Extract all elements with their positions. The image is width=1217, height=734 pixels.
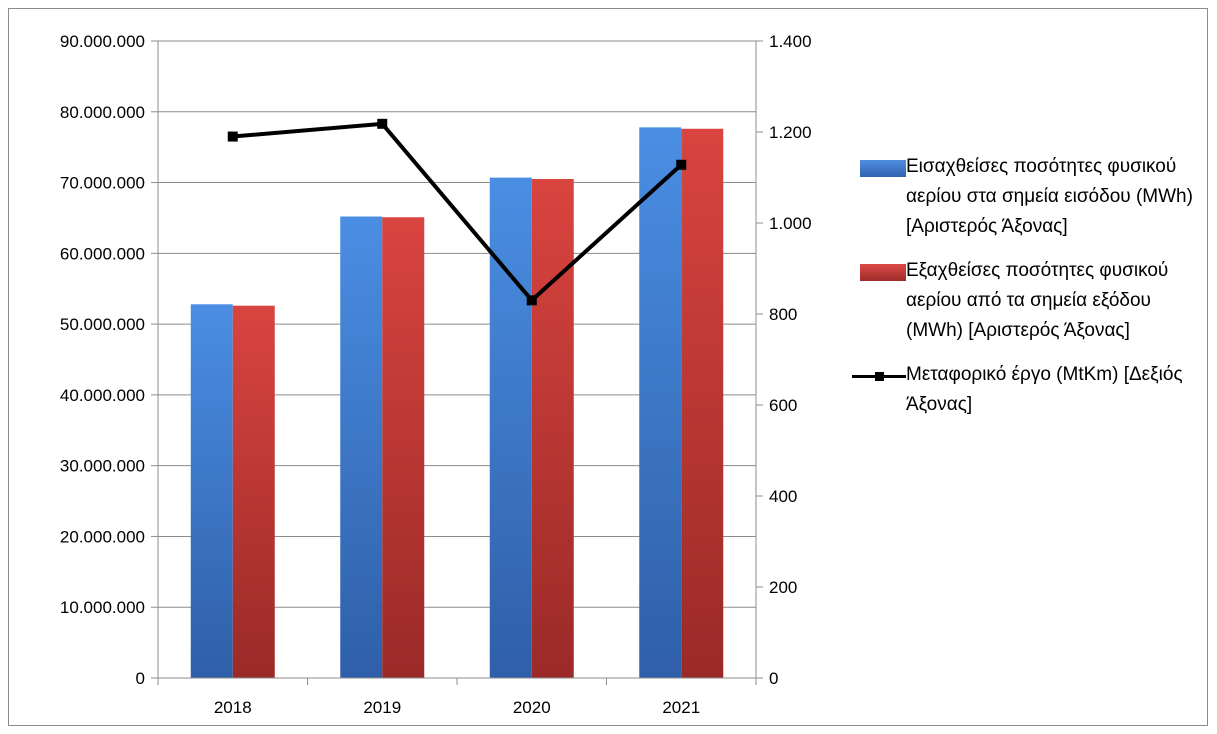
legend-label-transport: Μεταφορικό έργο (MtKm) [Δεξιός Άξονας]: [906, 364, 1183, 415]
transport-work-point: [676, 159, 687, 170]
left-axis-tick-label: 60.000.000: [60, 244, 145, 263]
bar-exported: [382, 217, 425, 678]
x-axis-tick-label: 2019: [363, 698, 401, 717]
x-axis-tick-label: 2020: [513, 698, 551, 717]
left-axis-tick-label: 0: [136, 669, 145, 688]
transport-work-point: [377, 118, 388, 129]
left-axis-tick-label: 30.000.000: [60, 457, 145, 476]
right-axis-tick-label: 1.400: [769, 32, 812, 51]
bar-imported: [190, 304, 233, 678]
legend-label-imported: Εισαχθείσες ποσότητες φυσικού αερίου στα…: [906, 156, 1193, 237]
left-axis-tick-label: 10.000.000: [60, 598, 145, 617]
bar-exported: [531, 179, 574, 678]
bar-imported: [340, 216, 383, 679]
left-axis-tick-label: 70.000.000: [60, 174, 145, 193]
right-axis-tick-label: 600: [769, 396, 797, 415]
right-axis-tick-label: 1.200: [769, 123, 812, 142]
right-axis-tick-label: 800: [769, 305, 797, 324]
left-axis-tick-label: 90.000.000: [60, 32, 145, 51]
x-axis-tick-label: 2018: [214, 698, 252, 717]
legend-swatch-imported: [860, 160, 906, 177]
transport-work-point: [227, 131, 238, 142]
left-axis-tick-label: 20.000.000: [60, 527, 145, 546]
legend-label-exported: Εξαχθείσες ποσότητες φυσικού αερίου από …: [906, 260, 1169, 341]
left-axis-tick-label: 80.000.000: [60, 103, 145, 122]
legend-item-exported: Εξαχθείσες ποσότητες φυσικού αερίου από …: [852, 256, 1202, 346]
legend-swatch-exported: [860, 264, 906, 281]
bar-exported: [232, 305, 275, 678]
transport-work-point: [526, 295, 537, 306]
legend-item-imported: Εισαχθείσες ποσότητες φυσικού αερίου στα…: [852, 152, 1202, 242]
legend-item-transport: Μεταφορικό έργο (MtKm) [Δεξιός Άξονας]: [852, 360, 1202, 420]
right-axis-tick-label: 400: [769, 487, 797, 506]
bar-exported: [681, 128, 724, 678]
right-axis-tick-label: 0: [769, 669, 778, 688]
transport-work-line: [232, 121, 683, 303]
legend-marker-transport: [875, 372, 884, 381]
bar-imported: [489, 177, 532, 678]
right-axis-tick-label: 200: [769, 578, 797, 597]
x-axis-tick-label: 2021: [662, 698, 700, 717]
chart-legend: Εισαχθείσες ποσότητες φυσικού αερίου στα…: [852, 152, 1202, 434]
bar-imported: [639, 127, 682, 679]
right-axis-tick-label: 1.000: [769, 214, 812, 233]
left-axis-tick-label: 40.000.000: [60, 386, 145, 405]
left-axis-tick-label: 50.000.000: [60, 315, 145, 334]
